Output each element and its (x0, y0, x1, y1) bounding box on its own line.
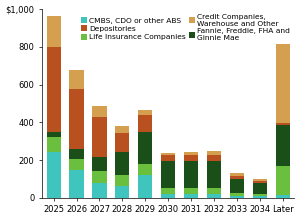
Bar (207, 151, 221, 155)
Bar (230, 196, 244, 198)
Bar (161, 155, 175, 161)
Bar (161, 152, 175, 155)
Bar (138, 110, 152, 115)
Bar (70, 170, 84, 198)
Legend: CMBS, CDO or other ABS, Depositories, Life Insurance Companies, Credit Companies: CMBS, CDO or other ABS, Depositories, Li… (80, 13, 290, 51)
Bar (184, 161, 198, 188)
Bar (230, 179, 244, 193)
Bar (115, 175, 130, 185)
Bar (184, 194, 198, 198)
Bar (92, 117, 106, 157)
Bar (184, 188, 198, 194)
Bar (276, 195, 290, 198)
Bar (230, 176, 244, 179)
Bar (115, 185, 130, 198)
Bar (276, 44, 290, 123)
Bar (161, 161, 175, 188)
Bar (115, 152, 130, 175)
Bar (92, 157, 106, 171)
Bar (253, 181, 267, 183)
Bar (115, 126, 130, 133)
Bar (276, 125, 290, 166)
Bar (70, 70, 84, 89)
Bar (138, 164, 152, 175)
Bar (138, 175, 152, 198)
Bar (92, 106, 106, 117)
Bar (230, 173, 244, 176)
Bar (207, 194, 221, 198)
Bar (138, 132, 152, 164)
Bar (92, 183, 106, 198)
Bar (276, 166, 290, 195)
Bar (184, 155, 198, 161)
Bar (92, 171, 106, 183)
Bar (253, 194, 267, 196)
Bar (253, 179, 267, 181)
Bar (207, 161, 221, 188)
Bar (46, 138, 61, 152)
Bar (46, 16, 61, 47)
Bar (46, 132, 61, 138)
Bar (70, 149, 84, 159)
Bar (70, 89, 84, 149)
Bar (253, 196, 267, 198)
Bar (115, 133, 130, 152)
Bar (70, 159, 84, 170)
Bar (230, 193, 244, 196)
Bar (184, 152, 198, 155)
Bar (276, 123, 290, 125)
Bar (46, 152, 61, 198)
Bar (46, 47, 61, 132)
Bar (161, 188, 175, 194)
Bar (207, 155, 221, 161)
Bar (207, 188, 221, 194)
Bar (253, 183, 267, 194)
Bar (161, 194, 175, 198)
Bar (138, 115, 152, 132)
